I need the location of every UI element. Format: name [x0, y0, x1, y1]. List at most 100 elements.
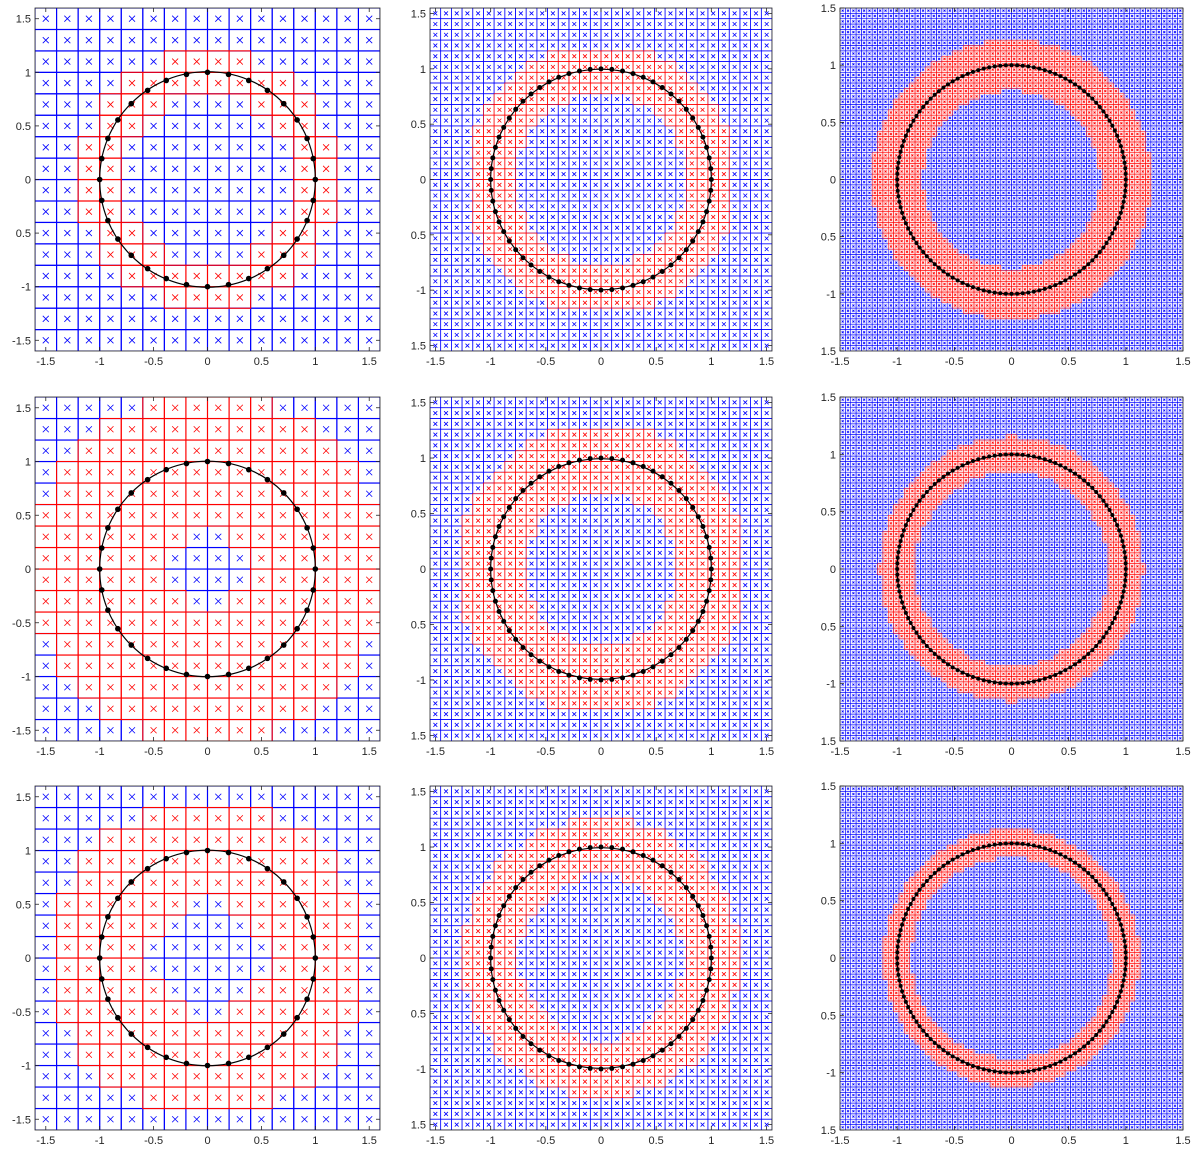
- cell-center-marker: [646, 193, 652, 198]
- cell-center-marker: [465, 268, 470, 273]
- cell-center-marker: [678, 129, 684, 134]
- cell-center-marker: [646, 21, 652, 27]
- cell-center-marker: [753, 32, 759, 38]
- cell-center-marker: [540, 182, 545, 188]
- cell-center-marker: [443, 32, 449, 38]
- cell-center-marker: [862, 41, 866, 45]
- cell-center-marker: [841, 100, 844, 104]
- cell-center-marker: [846, 79, 850, 82]
- cell-center-marker: [85, 165, 93, 173]
- circle-sample-point: [520, 255, 526, 261]
- cell-center-marker: [646, 32, 652, 38]
- cell-center-marker: [841, 116, 844, 120]
- cell-center-marker: [593, 107, 598, 113]
- cell-center-marker: [614, 139, 620, 145]
- cell-center-marker: [107, 15, 114, 23]
- cell-center-marker: [475, 225, 481, 230]
- y-tick-label: -1: [21, 282, 31, 294]
- cell-center-marker: [171, 101, 179, 108]
- cell-center-marker: [857, 95, 861, 98]
- cell-center-marker: [64, 272, 71, 280]
- cell-center-marker: [572, 300, 577, 305]
- circle-sample-point: [683, 106, 689, 112]
- cell-center-marker: [64, 315, 71, 323]
- cell-center-marker: [857, 79, 861, 82]
- cell-center-marker: [636, 11, 641, 16]
- circle-sample-point: [700, 219, 706, 225]
- cell-center-marker: [475, 321, 481, 327]
- cell-center-marker: [443, 64, 449, 70]
- cell-center-marker: [561, 118, 566, 123]
- cell-center-marker: [732, 21, 737, 27]
- cell-center-marker: [593, 11, 598, 16]
- circle-sample-point: [144, 265, 151, 272]
- x-tick-label: -0.5: [144, 356, 163, 368]
- circle-sample-point: [528, 91, 534, 97]
- cell-center-marker: [862, 132, 866, 136]
- cell-center-marker: [561, 343, 566, 348]
- cell-center-marker: [841, 127, 844, 130]
- cell-center-marker: [64, 165, 71, 173]
- cell-center-marker: [852, 143, 855, 146]
- cell-center-marker: [550, 193, 556, 198]
- cell-center-marker: [646, 204, 652, 209]
- cell-center-marker: [841, 347, 844, 350]
- cell-center-marker: [443, 75, 449, 80]
- cell-center-marker: [700, 300, 705, 305]
- cell-center-marker: [475, 32, 481, 38]
- cell-center-marker: [561, 225, 566, 230]
- cell-center-marker: [625, 96, 630, 102]
- cell-center-marker: [852, 95, 855, 98]
- circle-sample-point: [659, 268, 665, 274]
- cell-center-marker: [518, 182, 524, 188]
- cell-center-marker: [657, 96, 662, 102]
- cell-center-marker: [301, 79, 308, 87]
- cell-center-marker: [862, 148, 866, 152]
- cell-center-marker: [433, 118, 438, 123]
- cell-center-marker: [678, 193, 684, 198]
- cell-center-marker: [689, 311, 695, 316]
- cell-center-marker: [193, 336, 201, 344]
- cell-center-marker: [646, 118, 652, 123]
- cell-center-marker: [540, 225, 545, 230]
- cell-center-marker: [764, 182, 769, 188]
- cell-center-marker: [846, 347, 850, 350]
- cell-center-marker: [857, 111, 861, 114]
- cell-center-marker: [846, 170, 850, 173]
- cell-center-marker: [732, 257, 737, 263]
- cell-center-marker: [279, 229, 287, 237]
- cell-center-marker: [279, 186, 287, 194]
- cell-center-marker: [852, 320, 855, 323]
- cell-center-marker: [841, 164, 844, 168]
- cell-center-marker: [846, 148, 850, 152]
- cell-center-marker: [852, 309, 855, 313]
- cell-center-marker: [846, 277, 850, 280]
- cell-center-marker: [561, 214, 566, 220]
- cell-center-marker: [852, 14, 855, 18]
- cell-center-marker: [582, 268, 588, 273]
- cell-center-marker: [433, 204, 438, 209]
- cell-center-marker: [689, 300, 695, 305]
- cell-center-marker: [841, 84, 844, 87]
- cell-center-marker: [561, 332, 566, 338]
- cell-center-marker: [454, 268, 459, 273]
- cell-center-marker: [540, 246, 545, 252]
- cell-center-marker: [700, 75, 705, 80]
- cell-center-marker: [852, 234, 855, 238]
- cell-center-marker: [841, 288, 844, 291]
- cell-center-marker: [518, 300, 524, 305]
- cell-center-marker: [572, 139, 577, 145]
- cell-center-marker: [507, 268, 513, 273]
- cell-center-marker: [518, 139, 524, 145]
- cell-center-marker: [42, 272, 50, 280]
- circle-sample-point: [204, 283, 211, 290]
- cell-center-marker: [85, 272, 93, 280]
- cell-center-marker: [668, 118, 673, 123]
- cell-center-marker: [732, 214, 737, 220]
- cell-center-marker: [529, 332, 534, 338]
- cell-center-marker: [625, 246, 630, 252]
- cell-center-marker: [753, 279, 759, 284]
- cell-center-marker: [700, 204, 705, 209]
- cell-center-marker: [582, 257, 588, 263]
- cell-center-marker: [711, 246, 716, 252]
